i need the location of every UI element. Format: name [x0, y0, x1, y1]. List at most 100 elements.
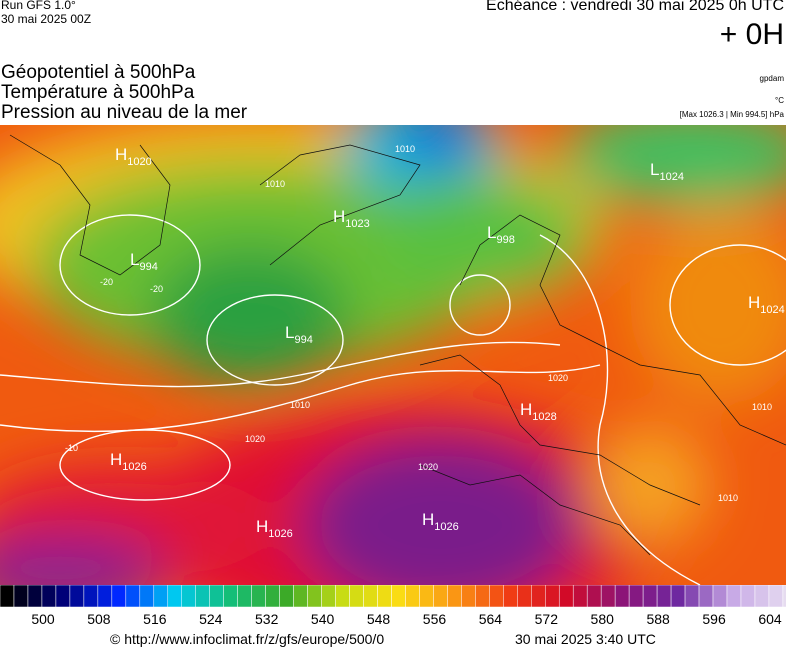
contour-label: 1020 [245, 434, 265, 444]
scale-swatch [111, 585, 127, 608]
scale-swatch [558, 585, 574, 608]
valid-time: Echéance : vendredi 30 mai 2025 0h UTC [486, 0, 784, 14]
scale-swatch [684, 585, 700, 608]
pressure-center: H1026 [256, 517, 293, 540]
scale-swatch [572, 585, 588, 608]
center-value: 1028 [532, 411, 556, 423]
scale-swatch [377, 585, 392, 608]
scale-swatch [531, 585, 546, 608]
scale-swatch [125, 585, 141, 608]
center-type: H [520, 400, 532, 419]
scale-label: 548 [367, 611, 391, 627]
scale-swatch [167, 585, 182, 608]
contour-label: -20 [150, 284, 163, 294]
scale-swatch [293, 585, 308, 608]
scale-swatch [153, 585, 169, 608]
center-value: 994 [139, 261, 157, 273]
scale-swatch [461, 585, 476, 608]
scale-swatch [754, 585, 770, 608]
pressure-center: L994 [285, 323, 313, 346]
center-value: 1020 [127, 156, 151, 168]
unit: gpdam [759, 74, 784, 83]
scale-swatch [726, 585, 742, 608]
field: Géopotentiel à 500hPa [1, 62, 196, 83]
scale-swatch [0, 585, 15, 608]
scale-swatch [433, 585, 448, 608]
unit: [Max 1026.3 | Min 994.5] hPa [679, 110, 784, 119]
scale-swatch [586, 585, 602, 608]
scale-swatch [698, 585, 714, 608]
scale-swatch [670, 585, 686, 608]
contour-label: 1010 [265, 179, 285, 189]
pressure-center: H1028 [520, 400, 557, 423]
scale-swatch [503, 585, 518, 608]
center-type: H [422, 510, 434, 529]
run-date: 30 mai 2025 00Z [1, 12, 92, 26]
scale-swatch [69, 585, 85, 608]
center-type: H [256, 517, 268, 536]
center-value: 1024 [760, 304, 784, 316]
scale-label: 580 [591, 611, 615, 627]
scale-label: 596 [702, 611, 726, 627]
contour-label: 1010 [290, 400, 310, 410]
unit: °C [775, 96, 784, 105]
scale-swatch [768, 585, 784, 608]
scale-swatch [419, 585, 434, 608]
scale-swatch [139, 585, 155, 608]
scale-label: 572 [535, 611, 559, 627]
scale-swatch [782, 585, 786, 608]
pressure-center: H1020 [115, 145, 152, 168]
scale-label: 532 [255, 611, 279, 627]
scale-swatch [251, 585, 266, 608]
scale-swatch [279, 585, 294, 608]
contour-label: 1010 [718, 493, 738, 503]
map: H1020L994H1023L994L998L1024H1024H1028H10… [0, 125, 786, 585]
center-value: 1024 [659, 171, 683, 183]
scale-swatch [405, 585, 420, 608]
scale-swatch [475, 585, 490, 608]
center-type: H [110, 450, 122, 469]
scale-swatch [41, 585, 57, 608]
scale-swatch [83, 585, 99, 608]
center-type: H [115, 145, 127, 164]
center-type: L [487, 223, 496, 242]
scale-swatch [55, 585, 71, 608]
field: Pression au niveau de la mer [1, 102, 248, 123]
center-type: L [130, 250, 139, 269]
pressure-center: H1024 [748, 293, 785, 316]
scale-swatch [447, 585, 462, 608]
scale-swatch [363, 585, 378, 608]
scale-swatch [335, 585, 350, 608]
scale-swatch [391, 585, 406, 608]
center-type: H [333, 207, 345, 226]
contour-label: 1010 [752, 402, 772, 412]
scale-swatch [517, 585, 532, 608]
scale-swatch [27, 585, 43, 608]
pressure-center: L998 [487, 223, 515, 246]
footer-source: © http://www.infoclimat.fr/z/gfs/europe/… [110, 631, 385, 647]
scale-swatch [307, 585, 322, 608]
scale-swatch [265, 585, 280, 608]
scale-label: 588 [646, 611, 670, 627]
pressure-center: H1023 [333, 207, 370, 230]
scale-swatch [349, 585, 364, 608]
scale-label: 500 [31, 611, 55, 627]
color-scale: 500 508 516 524 532 540 548 556 564 572 580 588 596 6… [0, 585, 786, 627]
scale-swatch [545, 585, 560, 608]
scale-label: 540 [311, 611, 335, 627]
pressure-center: L1024 [650, 160, 684, 183]
run: Run GFS 1.0° [1, 0, 76, 12]
pressure-center: H1026 [422, 510, 459, 533]
center-value: 994 [294, 334, 312, 346]
center-type: L [650, 160, 659, 179]
scale-swatch [13, 585, 29, 608]
scale-swatch [600, 585, 616, 608]
scale-swatch [181, 585, 196, 608]
scale-label: 604 [758, 611, 782, 627]
scale-swatch [740, 585, 756, 608]
pressure-center: L994 [130, 250, 158, 273]
center-type: H [748, 293, 760, 312]
contour-label: -10 [65, 443, 78, 453]
scale-swatch [614, 585, 630, 608]
scale-label: 524 [199, 611, 223, 627]
